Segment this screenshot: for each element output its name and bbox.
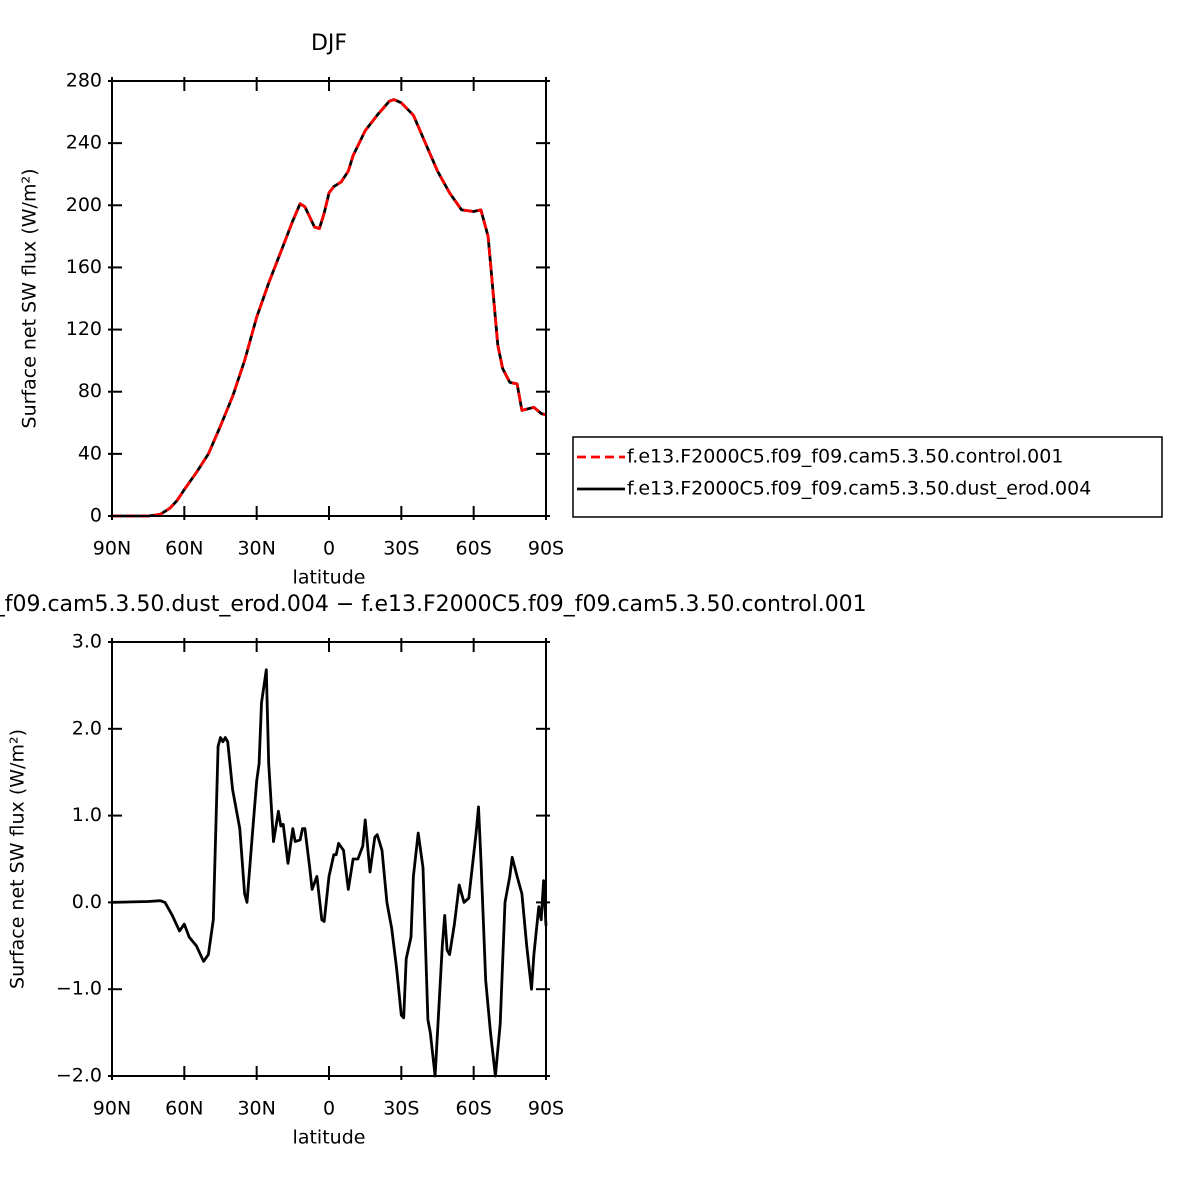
legend-label: f.e13.F2000C5.f09_f09.cam5.3.50.control.…	[627, 446, 1063, 468]
x-tick-label: 90S	[528, 1098, 564, 1120]
x-tick-label: 30S	[383, 1098, 419, 1120]
x-tick-label: 90N	[93, 538, 131, 560]
data-line	[112, 98, 547, 518]
x-tick-label: 60N	[165, 1098, 203, 1120]
x-tick-label: 60S	[456, 1098, 492, 1120]
y-axis-label: Surface net SW flux (W/m²)	[19, 169, 41, 429]
x-tick-label: 60N	[165, 538, 203, 560]
y-tick-label: −2.0	[56, 1065, 102, 1087]
x-tick-label: 30N	[237, 1098, 275, 1120]
x-tick-label: 0	[323, 538, 335, 560]
y-axis-label: Surface net SW flux (W/m²)	[7, 729, 29, 989]
y-tick-label: 3.0	[72, 631, 102, 653]
x-tick-label: 0	[323, 1098, 335, 1120]
legend-box	[572, 436, 1163, 518]
y-tick-label: 40	[78, 442, 102, 464]
x-tick-label: 30N	[237, 538, 275, 560]
y-tick-label: 280	[66, 70, 102, 92]
y-tick-label: 80	[78, 380, 102, 402]
legend-label: f.e13.F2000C5.f09_f09.cam5.3.50.dust_ero…	[627, 478, 1091, 500]
y-tick-label: 1.0	[72, 804, 102, 826]
plot-frame	[111, 641, 547, 1077]
x-tick-label: 90S	[528, 538, 564, 560]
y-tick-label: 200	[66, 194, 102, 216]
x-tick-label: 30S	[383, 538, 419, 560]
chart-title: DJF	[311, 31, 347, 56]
y-tick-label: −1.0	[56, 978, 102, 1000]
y-tick-label: 160	[66, 256, 102, 278]
y-tick-label: 0	[90, 505, 102, 527]
plot-frame	[111, 80, 547, 517]
chart-title: f.e13.F2000C5.f09_f09.cam5.3.50.dust_ero…	[0, 592, 867, 617]
y-tick-label: 2.0	[72, 717, 102, 739]
y-tick-label: 240	[66, 132, 102, 154]
data-line	[111, 668, 548, 1078]
x-axis-label: latitude	[293, 567, 366, 589]
y-tick-label: 0.0	[72, 891, 102, 913]
x-tick-label: 90N	[93, 1098, 131, 1120]
x-axis-label: latitude	[293, 1127, 366, 1149]
data-line	[112, 98, 547, 518]
x-tick-label: 60S	[456, 538, 492, 560]
y-tick-label: 120	[66, 318, 102, 340]
